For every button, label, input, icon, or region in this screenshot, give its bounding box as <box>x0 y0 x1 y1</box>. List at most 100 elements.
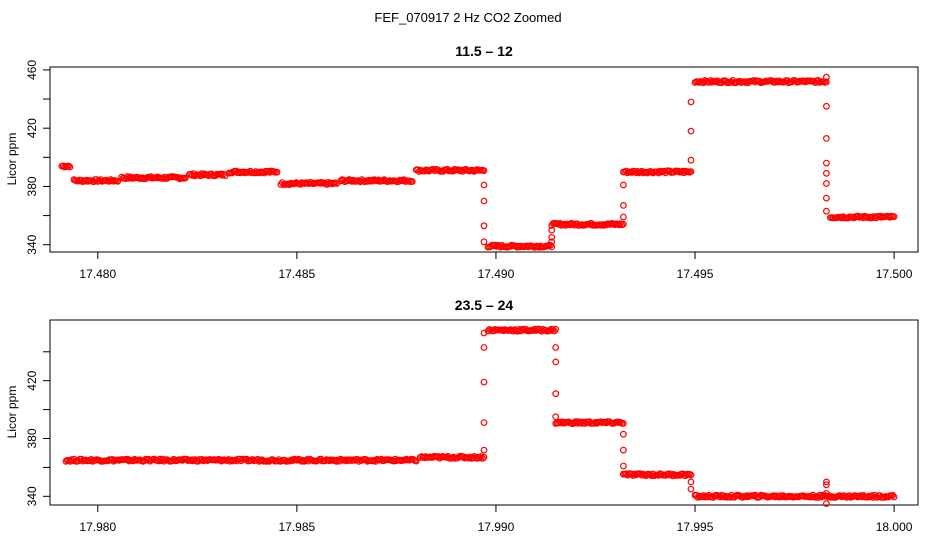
x-tick-label: 17.980 <box>79 520 116 534</box>
data-point <box>562 221 570 229</box>
data-point <box>687 471 695 479</box>
plot-frame-top <box>49 66 919 253</box>
transition-point <box>823 500 830 508</box>
x-tick-label: 17.985 <box>279 520 316 534</box>
transition-point <box>480 378 488 386</box>
data-point <box>890 493 898 501</box>
data-point <box>890 213 898 221</box>
y-axis-label-bottom: Licor ppm <box>5 386 19 439</box>
figure-title: FEF_070917 2 Hz CO2 Zoomed <box>374 10 561 25</box>
transition-point <box>480 344 488 351</box>
x-axis-bottom: 17.980 17.985 17.990 17.995 18.000 <box>79 505 913 534</box>
transition-point <box>687 478 695 486</box>
data-point <box>408 178 416 185</box>
data-point <box>620 420 627 427</box>
y-tick-label: 420 <box>25 370 39 390</box>
transition-point <box>552 413 560 421</box>
transition-point <box>548 233 556 241</box>
transition-point <box>620 201 627 209</box>
data-point <box>687 168 695 176</box>
transition-point <box>823 159 830 167</box>
transition-point <box>687 156 695 164</box>
data-point <box>823 78 830 86</box>
y-axis-top: 340 380 420 460 <box>25 60 50 255</box>
data-point <box>218 171 226 179</box>
data-point <box>65 162 72 170</box>
transition-point <box>552 358 560 366</box>
data-point <box>181 174 189 182</box>
transition-point <box>823 180 830 187</box>
y-tick-label: 460 <box>25 60 39 80</box>
transition-point <box>480 197 488 205</box>
transition-point <box>823 73 830 81</box>
transition-point <box>480 446 488 454</box>
y-axis-label-top: Licor ppm <box>5 133 19 186</box>
x-tick-label: 17.995 <box>677 520 714 534</box>
data-point <box>412 457 420 465</box>
data-point <box>552 325 560 333</box>
data-point <box>550 327 558 335</box>
transition-point <box>620 446 627 454</box>
data-points-bottom <box>62 325 898 508</box>
transition-point <box>823 134 830 142</box>
chart-title-bottom: 23.5 – 24 <box>455 297 514 313</box>
y-tick-label: 340 <box>25 234 39 254</box>
transition-point <box>620 181 627 189</box>
y-tick-label: 380 <box>25 428 39 448</box>
chart-panel-bottom: 23.5 – 24 Licor ppm 17.980 17.985 17.990 17… <box>5 297 919 534</box>
transition-point <box>620 462 627 470</box>
transition-point <box>823 194 830 202</box>
y-axis-bottom: 340 380 420 <box>25 351 50 506</box>
x-tick-label: 17.490 <box>478 267 515 281</box>
plot-frame-bottom <box>49 319 919 506</box>
transition-point <box>823 481 830 489</box>
x-tick-label: 17.990 <box>478 520 515 534</box>
transition-point <box>552 390 560 398</box>
y-tick-label: 420 <box>25 118 39 138</box>
transition-point <box>480 329 488 337</box>
data-point <box>617 419 624 426</box>
transition-point <box>620 430 627 438</box>
data-points-top <box>58 73 898 251</box>
data-point <box>273 168 281 176</box>
data-point <box>114 177 122 185</box>
data-point <box>476 454 484 462</box>
transition-point <box>480 238 488 246</box>
transition-point <box>823 478 830 486</box>
data-point <box>217 170 225 178</box>
data-point <box>480 453 488 461</box>
transition-point <box>687 127 695 135</box>
data-point <box>629 472 637 479</box>
data-point <box>479 455 487 462</box>
transition-point <box>548 238 556 246</box>
transition-point <box>823 102 830 110</box>
transition-point <box>823 169 830 177</box>
y-tick-label: 340 <box>25 486 39 506</box>
transition-point <box>480 181 488 189</box>
transition-point <box>548 226 556 234</box>
data-point <box>636 470 644 478</box>
x-tick-label: 17.500 <box>876 267 913 281</box>
chart-panel-top: 11.5 – 12 Licor ppm 17.480 17.485 17.490 17… <box>5 43 919 281</box>
data-point <box>615 221 623 229</box>
x-tick-label: 18.000 <box>876 520 913 534</box>
data-point <box>695 79 703 86</box>
data-point <box>66 163 74 171</box>
transition-point <box>823 207 830 215</box>
transition-point <box>552 344 560 351</box>
data-point <box>546 241 554 249</box>
data-point <box>549 326 557 333</box>
x-tick-label: 17.480 <box>79 267 116 281</box>
x-axis-top: 17.480 17.485 17.490 17.495 17.500 <box>79 252 913 281</box>
data-point <box>620 220 627 228</box>
transition-point <box>480 419 488 427</box>
x-tick-label: 17.495 <box>677 267 714 281</box>
data-point <box>617 220 624 228</box>
transition-point <box>687 485 695 493</box>
transition-point <box>687 98 695 106</box>
data-point <box>480 167 488 175</box>
transition-point <box>823 490 830 497</box>
transition-point <box>620 213 627 221</box>
chart-title-top: 11.5 – 12 <box>455 43 513 59</box>
